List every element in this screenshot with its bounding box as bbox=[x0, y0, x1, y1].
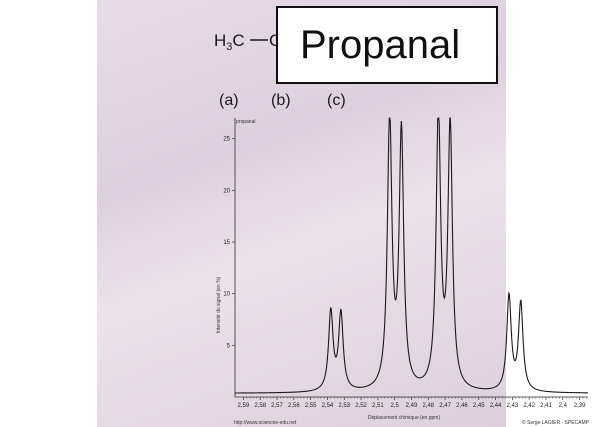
x-tick-label: 2,55 bbox=[305, 403, 317, 409]
spectrum-trace bbox=[234, 117, 588, 394]
y-tick-label: 10 bbox=[223, 292, 230, 298]
x-tick-label: 2,45 bbox=[473, 403, 485, 409]
label-c: (c) bbox=[327, 92, 346, 109]
x-tick-label: 2,41 bbox=[540, 403, 552, 409]
y-tick-label: 5 bbox=[227, 343, 231, 349]
y-tick-label: 20 bbox=[223, 188, 230, 194]
x-tick-label: 2,5 bbox=[391, 403, 400, 409]
y-axis-label: Intensité du signal (en %) bbox=[216, 276, 222, 333]
x-axis-label: Déplacement chimique (en ppm) bbox=[368, 415, 441, 421]
title-box: Propanal bbox=[276, 6, 498, 84]
x-tick-label: 2,4 bbox=[559, 403, 568, 409]
footer-left-url: http://www.sciences-edu.net bbox=[234, 420, 297, 426]
x-tick-label: 2,46 bbox=[456, 403, 468, 409]
chart-title: propanal bbox=[236, 119, 255, 125]
x-tick-label: 2,39 bbox=[574, 403, 586, 409]
page-title: Propanal bbox=[300, 22, 461, 67]
y-tick-label: 15 bbox=[223, 240, 230, 246]
x-tick-label: 2,54 bbox=[322, 403, 334, 409]
footer-right-credit: © Serge LAGIER · SPECAMP bbox=[522, 419, 590, 426]
x-tick-label: 2,48 bbox=[422, 403, 434, 409]
x-tick-label: 2,53 bbox=[338, 403, 350, 409]
x-tick-label: 2,47 bbox=[439, 403, 451, 409]
x-tick-label: 2,56 bbox=[288, 403, 300, 409]
x-tick-label: 2,58 bbox=[254, 403, 266, 409]
x-tick-label: 2,59 bbox=[238, 403, 250, 409]
y-tick-label: 25 bbox=[223, 137, 230, 143]
label-b: (b) bbox=[271, 92, 291, 109]
x-tick-label: 2,43 bbox=[507, 403, 519, 409]
x-tick-label: 2,57 bbox=[271, 403, 283, 409]
x-tick-label: 2,44 bbox=[490, 403, 502, 409]
h3c-text: H3C bbox=[214, 31, 245, 53]
chart-axes bbox=[234, 118, 588, 398]
y-ticks: 5 10 15 20 25 bbox=[223, 137, 235, 349]
x-tick-label: 2,51 bbox=[372, 403, 384, 409]
x-tick-label: 2,49 bbox=[406, 403, 418, 409]
x-ticks: 2,59 2,58 2,57 2,56 2,55 2,54 2,53 2,52 2,51 2,5 2… bbox=[238, 397, 587, 409]
x-tick-label: 2,42 bbox=[523, 403, 535, 409]
label-a: (a) bbox=[219, 92, 239, 109]
x-tick-label: 2,52 bbox=[355, 403, 367, 409]
